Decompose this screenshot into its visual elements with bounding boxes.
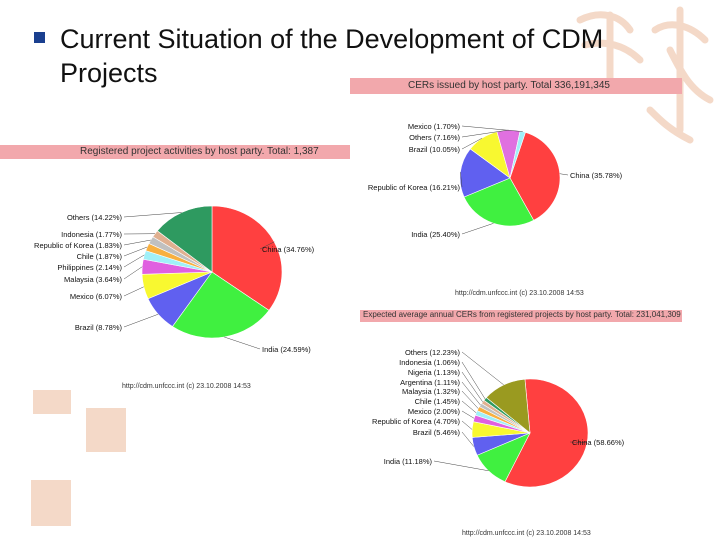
chart-1-pie: China (34.76%) India (24.59%) Brazil (8.78… — [34, 205, 315, 354]
pie-slice-label: India (24.59%) — [262, 345, 311, 354]
pie-leader-line — [433, 460, 489, 472]
pie-leader-line — [461, 381, 481, 406]
pie-slice-label: Malaysia (1.32%) — [402, 387, 460, 396]
pie-leader-line — [461, 400, 477, 414]
pie-slice-label: Brazil (5.46%) — [413, 428, 461, 437]
pie-slice-label: China (35.78%) — [570, 171, 623, 180]
pie-leader-line — [559, 173, 569, 176]
pie-leader-line — [123, 266, 143, 280]
chart-3-title: Expected average annual CERs from regist… — [363, 310, 681, 319]
chart-2-title: CERs issued by host party. Total 336,191… — [408, 80, 610, 91]
chart-3-source: http://cdm.unfccc.int (c) 23.10.2008 14:… — [462, 530, 591, 537]
pie-slice-label: Argentina (1.11%) — [400, 378, 460, 387]
pie-leader-line — [461, 390, 479, 409]
pie-leader-line — [123, 212, 182, 218]
pie-slice-label: Brazil (10.05%) — [409, 145, 461, 154]
pie-leader-line — [461, 125, 523, 132]
pie-slice-label: Philippines (2.14%) — [57, 263, 122, 272]
pie-slice-label: Chile (1.87%) — [77, 252, 123, 261]
pie-slice-label: Indonesia (1.77%) — [61, 230, 122, 239]
pie-slice-label: Mexico (6.07%) — [70, 292, 123, 301]
pie-slice-label: Chile (1.45%) — [415, 397, 461, 406]
chart-2-source: http://cdm.unfccc.int (c) 23.10.2008 14:… — [455, 290, 584, 297]
pie-slice-label: India (25.40%) — [411, 230, 460, 239]
slide-title: Current Situation of the Development of … — [60, 22, 720, 90]
bullet-square — [34, 32, 45, 43]
pie-leader-line — [460, 172, 463, 188]
pie-slice-label: Indonesia (1.06%) — [399, 358, 460, 367]
pie-leader-line — [123, 239, 151, 246]
pie-slice-label: Mexico (1.70%) — [408, 122, 461, 131]
decorative-seals — [31, 390, 126, 526]
slide-title-line-1: Current Situation of the Development of … — [60, 24, 604, 54]
pie-leader-line — [461, 431, 475, 447]
chart-2-title-band — [350, 78, 682, 94]
pie-leader-line — [224, 336, 261, 350]
pie-leader-line — [123, 313, 159, 328]
pie-leader-line — [461, 129, 509, 138]
pie-slice — [504, 378, 589, 488]
pie-leader-line — [569, 441, 588, 443]
slide-title-line-2: Projects — [60, 58, 158, 88]
pie-leader-line — [461, 420, 473, 430]
pie-slice-label: Republic of Korea (1.83%) — [34, 241, 122, 250]
pie-leader-line — [123, 246, 148, 257]
pie-leader-line — [123, 286, 144, 297]
pie-slice-label: Others (12.23%) — [405, 348, 461, 357]
pie-leader-line — [461, 223, 494, 235]
pie-slice-label: Nigeria (1.13%) — [408, 368, 461, 377]
chart-2-pie: China (35.78%) India (25.40%) Republic of … — [368, 122, 623, 239]
pie-leader-line — [461, 371, 483, 402]
pie-slice-label: Mexico (2.00%) — [408, 407, 461, 416]
pie-slice-label: Republic of Korea (4.70%) — [372, 417, 460, 426]
pie-slice-label: Others (7.16%) — [409, 133, 460, 142]
pie-leader-line — [461, 361, 486, 400]
pie-slice-label: India (11.18%) — [384, 457, 433, 466]
pie-leader-line — [461, 351, 504, 386]
pie-slice-label: China (34.76%) — [262, 245, 315, 254]
pie-slice-label: Brazil (8.78%) — [75, 323, 123, 332]
chart-1-title: Registered project activities by host pa… — [80, 146, 319, 157]
chart-3-pie: China (58.66%) India (11.18%) Brazil (5.46… — [372, 348, 625, 488]
pie-leader-line — [461, 410, 475, 419]
decorative-calligraphy — [576, 6, 714, 144]
pie-leader-line — [461, 137, 483, 150]
pie-slice-label: Malaysia (3.64%) — [64, 275, 122, 284]
pie-slice — [485, 378, 531, 434]
chart-1-title-band — [0, 145, 350, 159]
pie-slice-label: Republic of Korea (16.21%) — [368, 183, 461, 192]
pie-leader-line — [259, 241, 275, 250]
pie-slice-label: Others (14.22%) — [67, 213, 123, 222]
chart-1-source: http://cdm.unfccc.int (c) 23.10.2008 14:… — [122, 383, 251, 390]
pie-leader-line — [123, 254, 145, 268]
chart-3-title-band — [360, 310, 682, 322]
pie-slice-label: China (58.66%) — [572, 438, 625, 447]
